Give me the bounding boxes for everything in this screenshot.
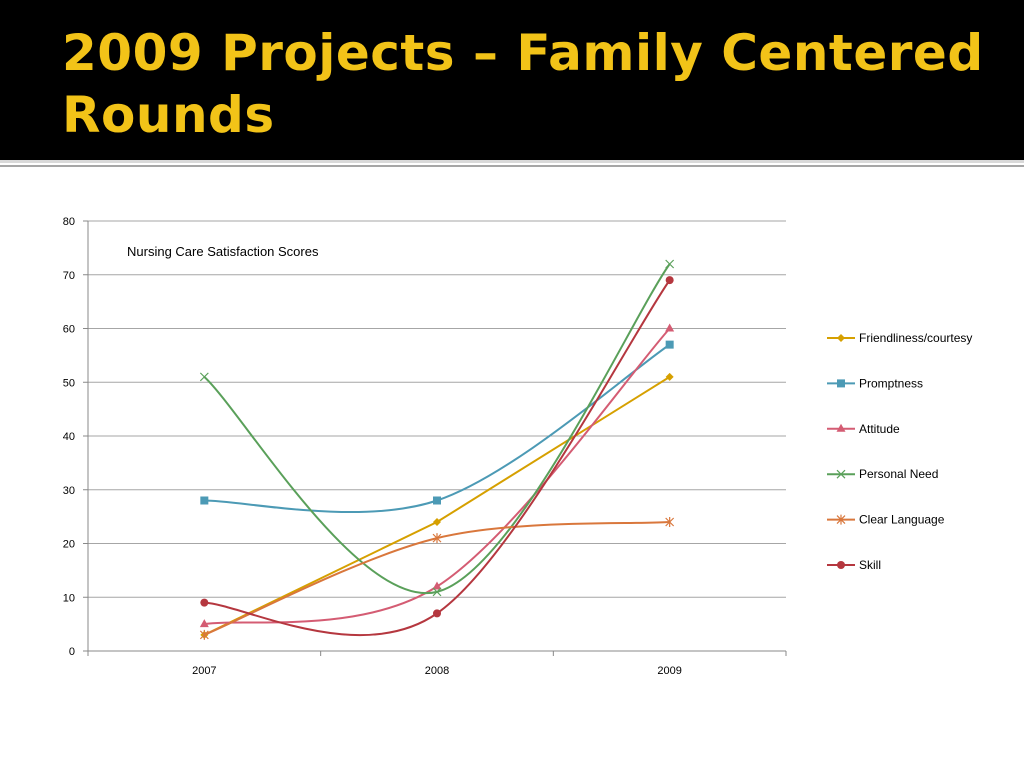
y-tick-label: 40 — [63, 431, 75, 443]
legend: Friendliness/courtesy Promptness Attitude P… — [827, 331, 972, 572]
y-tick-label: 10 — [63, 592, 75, 604]
title-rule-dark — [0, 165, 1024, 167]
y-tick-label: 30 — [63, 485, 75, 497]
y-tick-label: 80 — [63, 216, 75, 228]
data-point — [665, 323, 675, 332]
x-tick-label: 2008 — [425, 665, 449, 677]
x-tick-label: 2007 — [192, 665, 216, 677]
series-line — [204, 279, 671, 637]
legend-marker — [836, 514, 846, 525]
legend-item: Friendliness/courtesy — [827, 331, 972, 345]
legend-item: Promptness — [827, 376, 923, 390]
legend-label: Skill — [859, 558, 881, 572]
y-tick-label: 0 — [69, 646, 75, 658]
legend-label: Personal Need — [859, 467, 938, 481]
legend-label: Friendliness/courtesy — [859, 331, 972, 345]
data-point — [433, 609, 441, 618]
data-point — [665, 259, 675, 269]
series-personal-need — [199, 259, 675, 597]
legend-marker — [836, 469, 846, 479]
data-point — [200, 496, 209, 505]
series-promptness — [200, 340, 674, 514]
slide-title: 2009 Projects – Family Centered Rounds — [62, 24, 984, 144]
legend-marker — [837, 561, 845, 569]
legend-marker — [837, 379, 845, 388]
grid-layer — [88, 220, 786, 598]
series-layer — [199, 259, 675, 640]
data-point — [199, 619, 209, 628]
data-point — [665, 372, 674, 381]
series-clear-language — [199, 517, 675, 640]
y-tick-label: 50 — [63, 377, 75, 389]
data-point — [199, 629, 209, 640]
axis-layer: 0 10 20 30 40 50 60 70 80 2007 2008 2009 — [63, 216, 787, 677]
data-point — [432, 587, 442, 597]
legend-marker — [836, 423, 846, 432]
title-bar: 2009 Projects – Family Centered Rounds — [0, 0, 1024, 160]
data-point — [433, 518, 441, 526]
legend-marker — [837, 334, 845, 342]
legend-item: Personal Need — [827, 467, 938, 481]
legend-label: Clear Language — [859, 513, 945, 527]
data-point — [199, 372, 209, 382]
legend-item: Skill — [827, 558, 881, 572]
data-point — [432, 533, 442, 544]
series-line — [204, 327, 671, 626]
legend-item: Clear Language — [827, 513, 945, 527]
data-point — [665, 517, 675, 527]
data-point — [665, 276, 674, 285]
legend-label: Attitude — [859, 422, 900, 436]
y-tick-label: 20 — [63, 539, 75, 551]
y-tick-label: 70 — [63, 270, 75, 282]
y-tick-label: 60 — [63, 324, 75, 336]
data-point — [432, 581, 442, 590]
data-point — [665, 340, 674, 349]
series-attitude — [199, 323, 675, 628]
legend-item: Attitude — [827, 422, 900, 436]
series-line — [204, 343, 671, 514]
data-point — [200, 598, 209, 607]
series-skill — [200, 276, 674, 637]
x-tick-label: 2009 — [657, 665, 681, 677]
chart-title: Nursing Care Satisfaction Scores — [127, 244, 319, 259]
data-point — [433, 496, 441, 505]
legend-label: Promptness — [859, 376, 923, 390]
title-rule-light — [0, 160, 1024, 163]
